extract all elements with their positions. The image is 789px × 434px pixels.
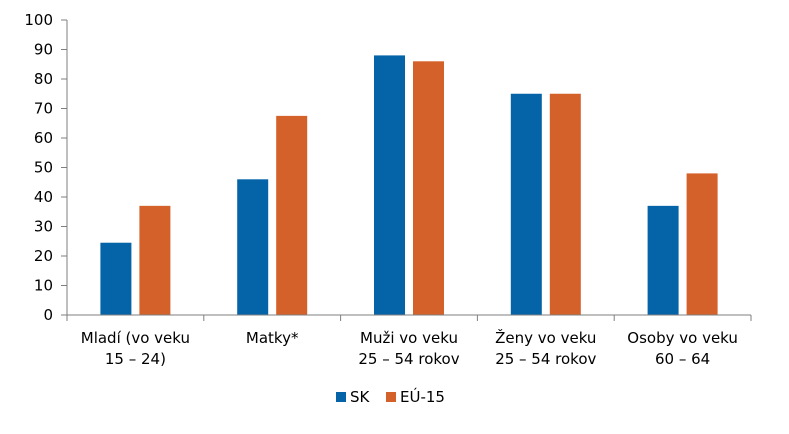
bar-sk-0 bbox=[100, 242, 132, 315]
x-category-label: Mladí (vo veku bbox=[81, 329, 190, 347]
y-tick-label: 60 bbox=[34, 129, 53, 147]
bar-eu15-4 bbox=[686, 173, 718, 315]
y-tick-label: 100 bbox=[24, 11, 53, 29]
bar-sk-4 bbox=[647, 205, 679, 315]
x-axis: Mladí (vo veku 15 – 24) Matky* Muži vo veku… bbox=[66, 314, 752, 368]
x-category-label: Muži vo veku bbox=[360, 329, 458, 347]
legend-label: EÚ-15 bbox=[400, 387, 445, 406]
y-tick-label: 30 bbox=[34, 218, 53, 236]
legend-label: SK bbox=[350, 388, 371, 406]
bar-eu15-3 bbox=[549, 93, 581, 315]
y-axis: 0 10 20 30 40 50 60 70 80 90 100 bbox=[24, 11, 68, 324]
y-tick-label: 70 bbox=[34, 100, 53, 118]
bar-eu15-0 bbox=[139, 205, 171, 315]
bars bbox=[100, 55, 718, 316]
y-tick-label: 80 bbox=[34, 70, 53, 88]
bar-eu15-1 bbox=[276, 115, 308, 315]
bar-sk-1 bbox=[237, 179, 269, 315]
legend-swatch bbox=[336, 392, 346, 402]
y-tick-label: 10 bbox=[34, 277, 53, 295]
y-tick-label: 50 bbox=[34, 159, 53, 177]
x-category-label: Ženy vo veku bbox=[495, 328, 596, 347]
y-tick-label: 20 bbox=[34, 247, 53, 265]
y-tick-label: 40 bbox=[34, 188, 53, 206]
legend-swatch bbox=[386, 392, 396, 402]
bar-sk-3 bbox=[510, 93, 542, 315]
x-category-label: 15 – 24) bbox=[105, 350, 166, 368]
bar-eu15-2 bbox=[413, 61, 444, 315]
y-tick-label: 0 bbox=[43, 306, 53, 324]
x-category-label: 25 – 54 rokov bbox=[495, 350, 596, 368]
x-category-label: Osoby vo veku bbox=[627, 329, 738, 347]
bar-sk-2 bbox=[374, 55, 405, 316]
x-category-label: 60 – 64 bbox=[655, 350, 710, 368]
x-category-label: Matky* bbox=[246, 329, 299, 347]
legend: SK EÚ-15 bbox=[336, 387, 445, 406]
x-category-label: 25 – 54 rokov bbox=[358, 350, 459, 368]
y-tick-label: 90 bbox=[34, 41, 53, 59]
